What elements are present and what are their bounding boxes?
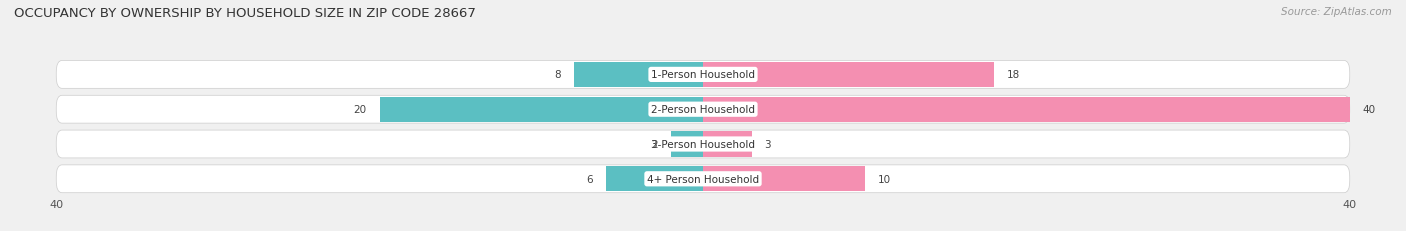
Text: Source: ZipAtlas.com: Source: ZipAtlas.com — [1281, 7, 1392, 17]
Bar — [606, 167, 703, 191]
Bar — [703, 167, 865, 191]
Text: 20: 20 — [353, 105, 367, 115]
Bar — [671, 132, 703, 157]
Bar — [380, 97, 703, 122]
Text: 18: 18 — [1007, 70, 1021, 80]
Bar — [574, 63, 703, 88]
Text: 1-Person Household: 1-Person Household — [651, 70, 755, 80]
FancyBboxPatch shape — [56, 61, 1350, 89]
FancyBboxPatch shape — [56, 165, 1350, 193]
Text: 3-Person Household: 3-Person Household — [651, 139, 755, 149]
Text: 6: 6 — [586, 174, 593, 184]
Text: 40: 40 — [1362, 105, 1376, 115]
Text: 2-Person Household: 2-Person Household — [651, 105, 755, 115]
Text: 8: 8 — [554, 70, 561, 80]
Text: 4+ Person Household: 4+ Person Household — [647, 174, 759, 184]
Bar — [703, 63, 994, 88]
Bar — [703, 132, 752, 157]
Text: 2: 2 — [651, 139, 658, 149]
Text: OCCUPANCY BY OWNERSHIP BY HOUSEHOLD SIZE IN ZIP CODE 28667: OCCUPANCY BY OWNERSHIP BY HOUSEHOLD SIZE… — [14, 7, 477, 20]
FancyBboxPatch shape — [56, 96, 1350, 124]
FancyBboxPatch shape — [56, 131, 1350, 158]
Text: 10: 10 — [877, 174, 891, 184]
Text: 3: 3 — [765, 139, 770, 149]
Bar — [703, 97, 1350, 122]
